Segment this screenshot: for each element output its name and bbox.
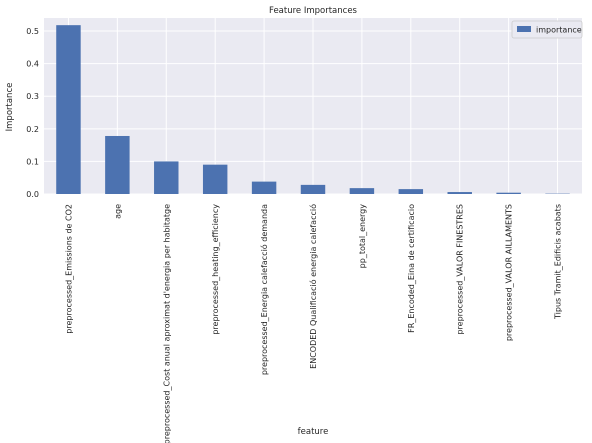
chart-title: Feature Importances — [269, 6, 358, 16]
x-tick-label: preprocessed_heating_efficiency — [211, 204, 220, 335]
y-tick-label: 0.5 — [26, 27, 39, 36]
bar — [447, 192, 472, 194]
bar — [251, 181, 277, 194]
y-tick-label: 0.0 — [26, 190, 39, 199]
grid-lines — [44, 18, 582, 195]
legend: importance — [511, 20, 583, 39]
x-tick-label: FR_Encoded_Eina de certificacio — [407, 204, 416, 333]
bars — [56, 25, 570, 195]
y-axis-label: Importance — [5, 83, 15, 132]
bar — [349, 188, 375, 194]
bar — [105, 135, 130, 194]
x-tick-label: Tipus Tramit_Edificis acabats — [554, 204, 563, 320]
bar — [56, 25, 81, 195]
x-tick-label: preprocessed_Emissions de CO2 — [64, 204, 73, 334]
y-tick-label: 0.1 — [26, 157, 39, 166]
legend-box — [511, 20, 583, 39]
legend-label: importance — [536, 26, 582, 35]
x-tick-label: pp_total_energy — [358, 204, 367, 269]
y-tick-labels: 0.0 0.1 0.2 0.3 0.4 0.5 — [26, 27, 39, 199]
x-axis-label: feature — [298, 427, 329, 437]
legend-swatch — [517, 26, 531, 32]
x-tick-label: preprocessed_Energia calefacció demanda — [259, 204, 269, 375]
x-tick-label: preprocessed_VALOR FINESTRES — [456, 204, 465, 335]
bar — [300, 184, 326, 194]
x-tick-label: age — [113, 204, 122, 219]
bar — [496, 192, 521, 194]
bar — [202, 164, 228, 194]
x-tick-label: preprocessed_Cost anual aproximat d'ener… — [162, 204, 171, 443]
x-tick-label: ENCODED Qualificació energia calefacció — [308, 204, 318, 369]
bar — [154, 161, 179, 194]
y-tick-label: 0.2 — [26, 125, 39, 134]
bar — [398, 189, 424, 194]
x-tick-labels: preprocessed_Emissions de CO2 age preproce… — [64, 204, 562, 443]
y-tick-label: 0.4 — [26, 60, 39, 69]
x-tick-label: preprocessed_VALOR AILLAMENTS — [505, 204, 514, 341]
y-tick-label: 0.3 — [26, 92, 39, 101]
